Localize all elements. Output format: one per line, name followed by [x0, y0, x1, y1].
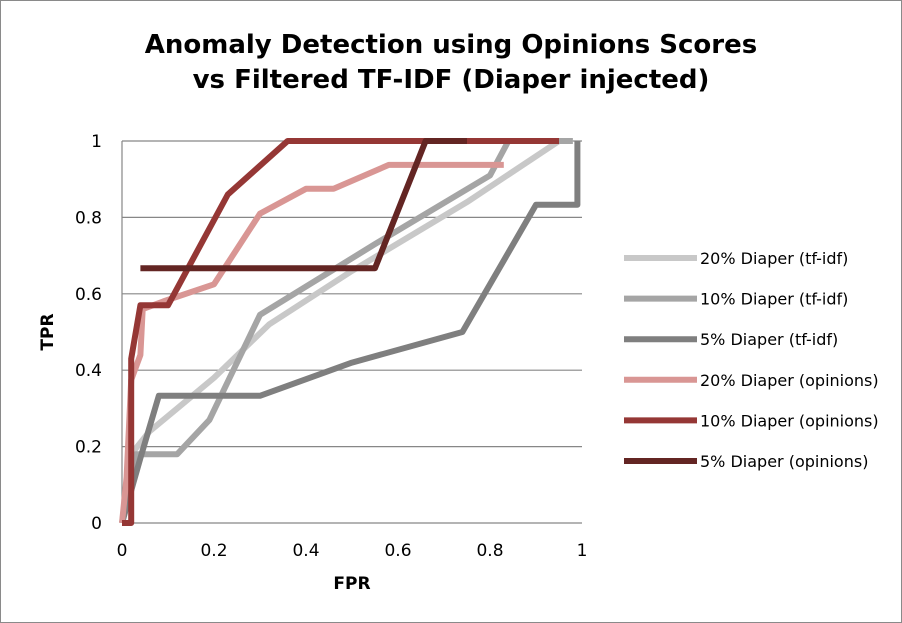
tick-labels: 0 0.2 0.4 0.6 0.8 1 0 0.2 0.4 0.6 0.8 1 [75, 132, 587, 561]
y-tick-label-1: 0.2 [75, 438, 102, 458]
legend-label-5: 5% Diaper (opinions) [700, 452, 868, 471]
legend-label-2: 5% Diaper (tf-idf) [700, 330, 838, 349]
x-tick-label-1: 0.2 [200, 541, 227, 561]
legend-label-1: 10% Diaper (tf-idf) [700, 290, 848, 309]
legend-label-0: 20% Diaper (tf-idf) [700, 249, 848, 268]
series-line-3 [119, 161, 504, 524]
title-line-2: vs Filtered TF-IDF (Diaper injected) [193, 65, 710, 95]
x-tick-label-4: 0.8 [476, 541, 503, 561]
series-line-1 [119, 138, 573, 524]
legend-label-3: 20% Diaper (opinions) [700, 371, 879, 390]
series-line-4 [122, 138, 559, 526]
legend-label-4: 10% Diaper (opinions) [700, 411, 879, 430]
y-tick-label-0: 0 [91, 514, 102, 534]
legend: 20% Diaper (tf-idf) 10% Diaper (tf-idf) 5%… [624, 249, 879, 471]
series-line-0 [119, 138, 573, 524]
y-axis-title: TPR [38, 313, 58, 350]
x-tick-label-0: 0 [117, 541, 128, 561]
y-tick-label-4: 0.8 [75, 208, 102, 228]
x-tick-label-3: 0.6 [384, 541, 411, 561]
y-tick-label-5: 1 [91, 132, 102, 152]
series-line-2 [119, 141, 581, 524]
chart-title: Anomaly Detection using Opinions Scores … [145, 30, 757, 95]
y-tick-label-2: 0.4 [75, 361, 102, 381]
y-tick-label-3: 0.6 [75, 285, 102, 305]
series-line-5 [140, 138, 467, 272]
title-line-1: Anomaly Detection using Opinions Scores [145, 30, 757, 60]
x-axis-title: FPR [333, 574, 370, 594]
x-tick-label-5: 1 [577, 541, 588, 561]
series-lines [119, 138, 581, 526]
x-tick-label-2: 0.4 [292, 541, 319, 561]
axes [121, 141, 582, 524]
